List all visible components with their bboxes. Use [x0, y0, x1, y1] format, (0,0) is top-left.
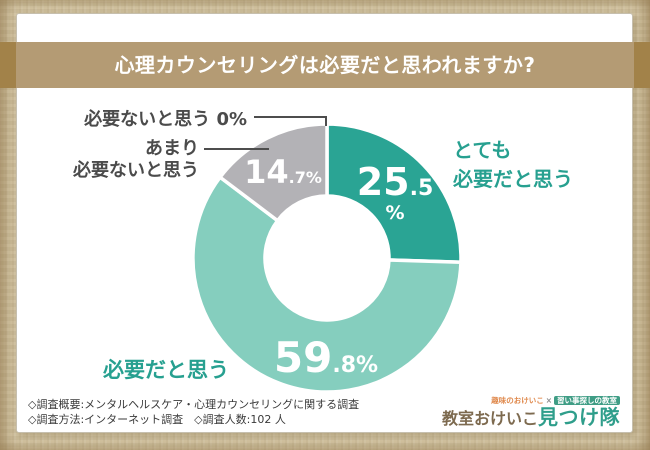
donut-segment-0	[325, 122, 463, 265]
logo-main: 教室おけいこ見つけ隊	[442, 406, 620, 428]
value-int: 14	[244, 153, 289, 191]
label-not-necessary-zero: 必要ないと思う 0%	[84, 109, 247, 130]
survey-notes: ◇調査概要:メンタルヘルスケア・心理カウンセリングに関する調査 ◇調査方法:イン…	[28, 397, 359, 427]
chart-title: 心理カウンセリングは必要だと思われますか?	[114, 53, 536, 77]
logo-tagline-x: ×	[545, 395, 552, 405]
value-pct: %	[385, 202, 405, 224]
donut-segment-1	[191, 174, 463, 394]
callout-lines	[204, 116, 327, 150]
value-label-rarely-necessary: 14.7%	[244, 156, 322, 188]
value-frac: .8%	[332, 353, 379, 378]
logo-tagline-left: 趣味のおけいこ	[491, 395, 544, 405]
logo-tagline: 趣味のおけいこ × 習い事探しの教室	[442, 395, 620, 405]
value-frac: .5	[409, 176, 434, 201]
callout-line-none	[254, 116, 327, 126]
label-rarely-line1: あまり	[145, 138, 199, 159]
site-logo: 趣味のおけいこ × 習い事探しの教室 教室おけいこ見つけ隊	[442, 395, 620, 428]
value-int: 25	[356, 160, 410, 204]
value-frac: .7%	[288, 168, 322, 187]
survey-overview: ◇調査概要:メンタルヘルスケア・心理カウンセリングに関する調査	[28, 398, 360, 411]
label-necessary: 必要だと思う	[103, 358, 229, 382]
title-banner: 心理カウンセリングは必要だと思われますか?	[0, 42, 650, 88]
donut-chart	[191, 116, 463, 394]
logo-text-left: 教室おけいこ	[441, 409, 538, 428]
logo-text-right: 見つけ隊	[538, 405, 620, 429]
label-very-line2: 必要だと思う	[453, 167, 573, 191]
label-rarely-necessary: あまり 必要ないと思う	[73, 138, 199, 182]
logo-tagline-badge: 習い事探しの教室	[554, 395, 620, 405]
label-very-necessary: とても 必要だと思う	[453, 136, 573, 194]
value-int: 59	[273, 333, 333, 382]
title-banner-inner	[16, 42, 634, 88]
label-rarely-line2: 必要ないと思う	[73, 160, 199, 181]
value-label-very-necessary: 25.5 %	[357, 163, 434, 223]
value-label-necessary: 59.8%	[274, 337, 378, 379]
survey-method: ◇調査方法:インターネット調査 ◇調査人数:102 人	[28, 413, 286, 426]
label-very-line1: とても	[453, 138, 512, 162]
